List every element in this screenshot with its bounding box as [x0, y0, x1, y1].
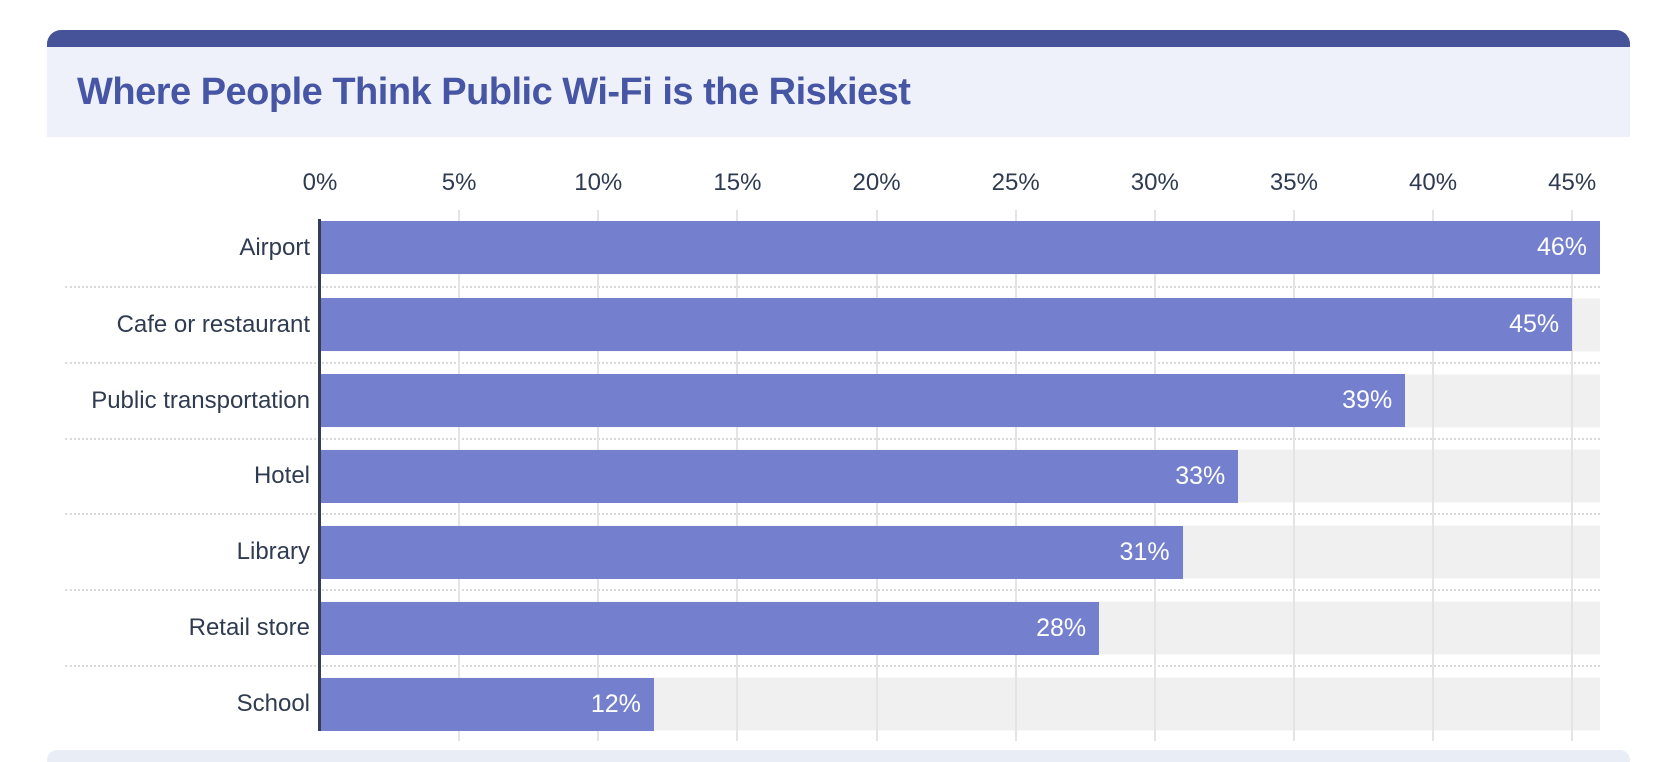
- row-plot: 31%: [320, 515, 1600, 589]
- x-axis-tick: 5%: [441, 169, 477, 196]
- row-plot: 46%: [320, 210, 1600, 286]
- x-axis-tick: 15%: [713, 169, 762, 196]
- bar-value-label: 28%: [1036, 613, 1087, 642]
- bar-value-label: 45%: [1509, 310, 1560, 339]
- chart-rows: Airport 46% Cafe or restaurant 45% Publi…: [65, 210, 1600, 741]
- category-label: Retail store: [188, 614, 310, 642]
- row-plot: 33%: [320, 440, 1600, 514]
- x-axis-tick-labels: 0% 5% 10% 15% 20% 25% 30% 35% 40% 45%: [303, 169, 1600, 201]
- x-axis-tick: 10%: [574, 169, 623, 196]
- x-axis-tick: 0%: [302, 169, 338, 196]
- bar: 33%: [320, 449, 1239, 503]
- chart-row: Airport 46%: [65, 210, 1600, 286]
- bar: 45%: [320, 298, 1573, 352]
- bar-value-label: 39%: [1342, 386, 1393, 415]
- bar: 12%: [320, 677, 654, 731]
- row-plot: 12%: [320, 667, 1600, 741]
- bar-value-label: 46%: [1536, 233, 1587, 262]
- category-label: Hotel: [253, 462, 310, 490]
- chart-title: Where People Think Public Wi-Fi is the R…: [77, 70, 911, 113]
- category-label: Library: [236, 538, 310, 566]
- bar-value-label: 33%: [1175, 461, 1226, 490]
- chart-row: Library 31%: [65, 513, 1600, 589]
- x-axis-tick: 30%: [1130, 169, 1179, 196]
- bar-value-label: 31%: [1119, 537, 1170, 566]
- category-label: School: [236, 690, 310, 718]
- row-plot: 45%: [320, 288, 1600, 362]
- x-axis-tick: 40%: [1409, 169, 1458, 196]
- bar: 28%: [320, 601, 1100, 655]
- row-plot: 39%: [320, 364, 1600, 438]
- y-axis-line: [318, 219, 321, 731]
- category-label: Cafe or restaurant: [116, 310, 310, 338]
- chart-row: Retail store 28%: [65, 589, 1600, 665]
- card-top-accent-bar: [47, 30, 1630, 47]
- next-section-top-strip: [47, 750, 1630, 762]
- x-axis-tick: 45%: [1548, 169, 1597, 196]
- x-axis-tick: 20%: [852, 169, 901, 196]
- bar: 46%: [320, 221, 1600, 275]
- chart-row: School 12%: [65, 665, 1600, 741]
- category-label: Public transportation: [91, 386, 310, 414]
- chart-row: Hotel 33%: [65, 437, 1600, 514]
- chart-row: Cafe or restaurant 45%: [65, 285, 1600, 362]
- x-axis-tick: 35%: [1269, 169, 1318, 196]
- bar-value-label: 12%: [590, 689, 641, 718]
- bar: 31%: [320, 525, 1183, 579]
- category-label: Airport: [239, 233, 310, 261]
- chart-header: Where People Think Public Wi-Fi is the R…: [47, 47, 1630, 137]
- x-axis-tick: 25%: [991, 169, 1040, 196]
- chart-row: Public transportation 39%: [65, 361, 1600, 438]
- row-plot: 28%: [320, 591, 1600, 665]
- bar: 39%: [320, 374, 1406, 428]
